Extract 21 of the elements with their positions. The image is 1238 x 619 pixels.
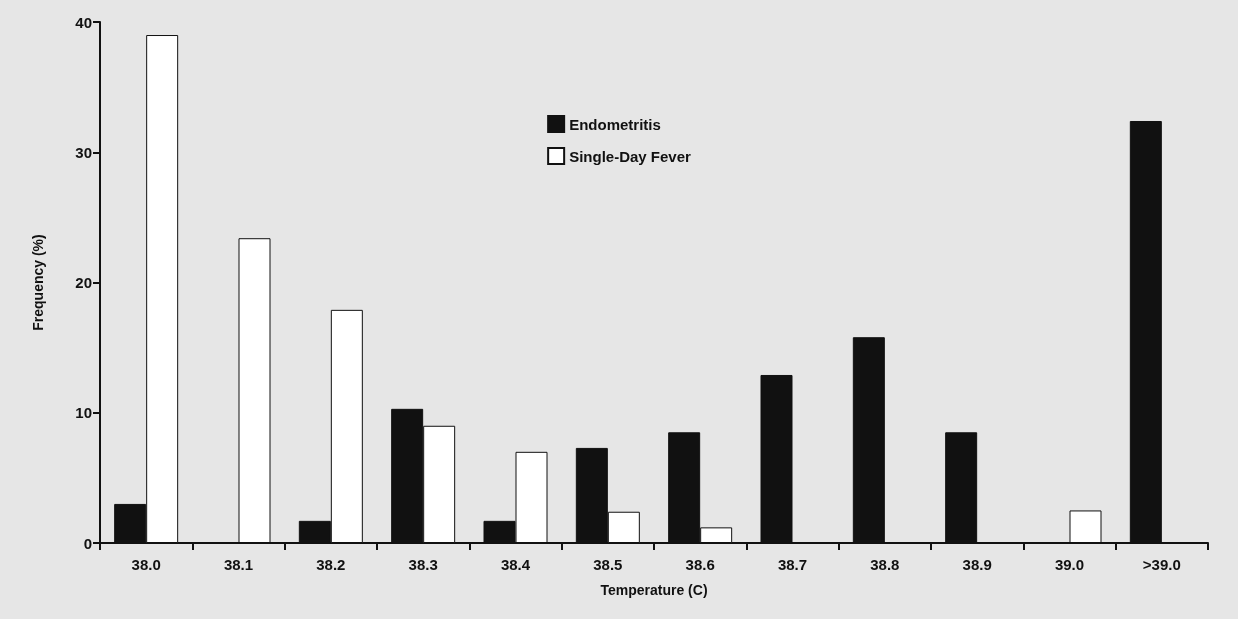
x-tick-label: 38.3 xyxy=(408,556,438,573)
x-tick-label: >39.0 xyxy=(1142,556,1181,573)
x-tick-label: 38.1 xyxy=(223,556,254,573)
x-tick-label: 38.7 xyxy=(777,556,808,573)
y-tick-label: 40 xyxy=(75,13,92,31)
legend-label: Single-Day Fever xyxy=(569,147,692,165)
y-tick-label: 10 xyxy=(75,404,92,422)
x-tick-label: 38.6 xyxy=(685,556,715,573)
x-tick-label: 38.2 xyxy=(316,556,346,573)
x-tick-label: 38.8 xyxy=(870,556,900,573)
y-axis-title: Frequency (%) xyxy=(30,234,46,331)
x-tick-label: 38.4 xyxy=(500,556,531,573)
x-tick-label: 38.9 xyxy=(962,556,992,573)
x-axis-title: Temperature (C) xyxy=(600,582,708,598)
x-tick-label: 38.0 xyxy=(131,556,161,573)
x-tick-label: 38.5 xyxy=(593,556,623,573)
legend-label: Endometritis xyxy=(569,115,661,133)
y-tick-label: 20 xyxy=(75,274,92,291)
y-tick-label: 30 xyxy=(75,143,92,161)
y-tick-label: 0 xyxy=(83,534,92,552)
x-tick-label: 39.0 xyxy=(1054,556,1085,573)
